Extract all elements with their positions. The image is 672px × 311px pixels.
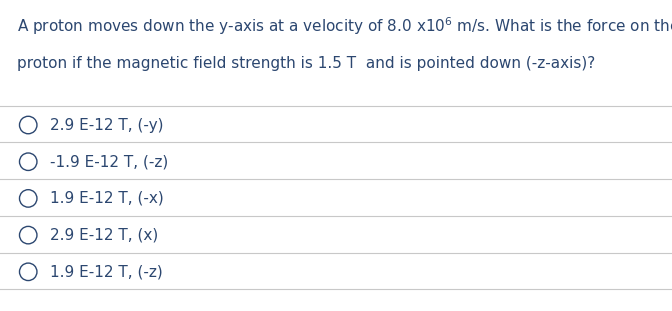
Text: 1.9 E-12 T, (-z): 1.9 E-12 T, (-z)	[50, 264, 163, 279]
Text: -1.9 E-12 T, (-z): -1.9 E-12 T, (-z)	[50, 154, 169, 169]
Text: 2.9 E-12 T, (x): 2.9 E-12 T, (x)	[50, 228, 159, 243]
Text: proton if the magnetic field strength is 1.5 T  and is pointed down (-z-axis)?: proton if the magnetic field strength is…	[17, 56, 595, 71]
Text: 2.9 E-12 T, (-y): 2.9 E-12 T, (-y)	[50, 118, 164, 132]
Text: 1.9 E-12 T, (-x): 1.9 E-12 T, (-x)	[50, 191, 164, 206]
Text: A proton moves down the y-axis at a velocity of 8.0 x10$^6$ m/s. What is the for: A proton moves down the y-axis at a velo…	[17, 16, 672, 37]
